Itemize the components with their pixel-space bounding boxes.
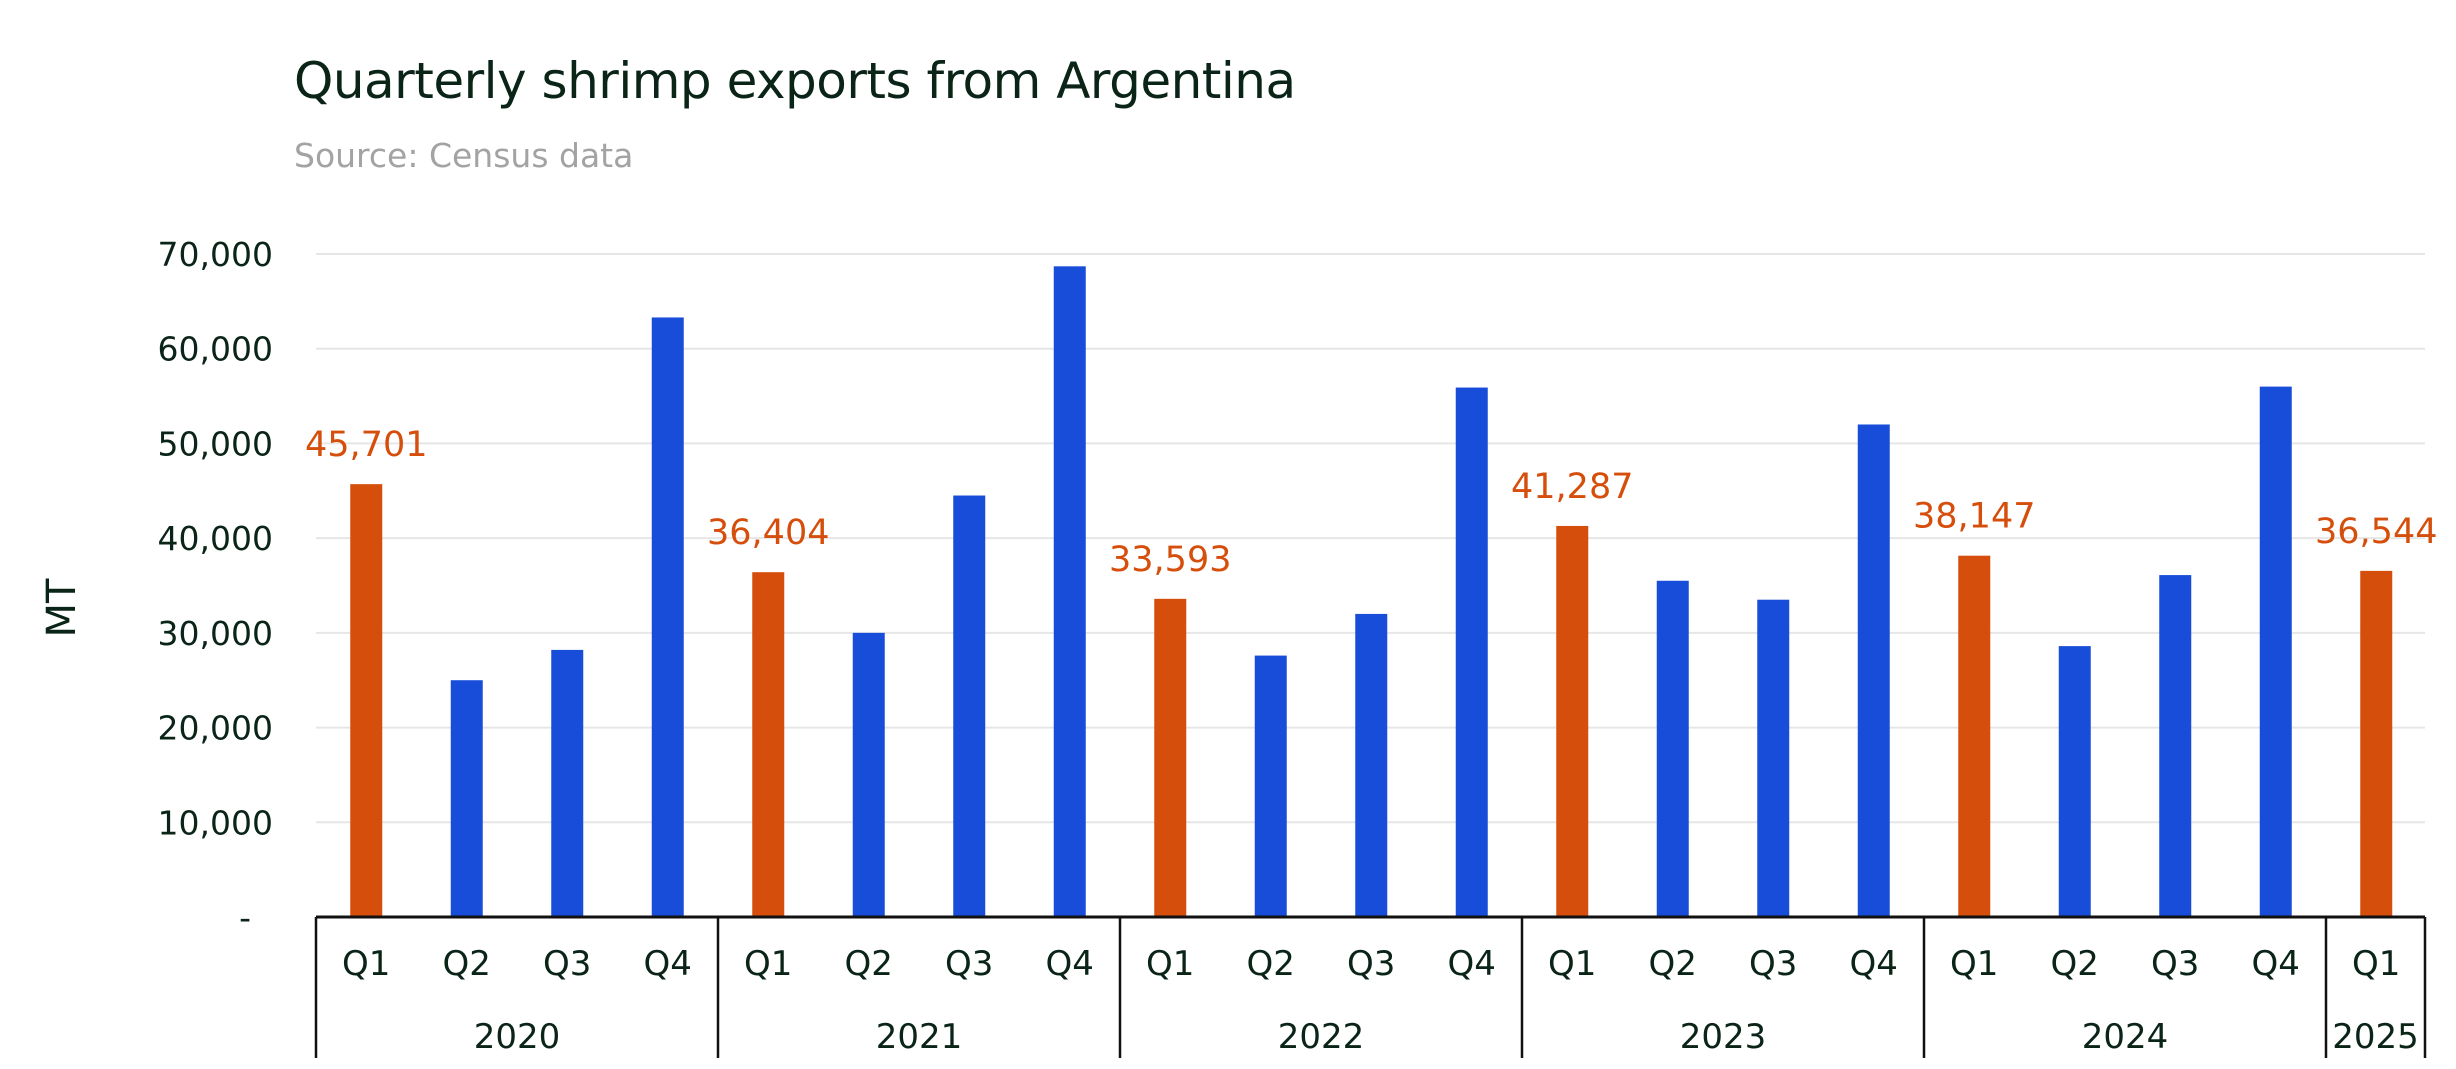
y-tick-label: - <box>239 898 251 937</box>
bar <box>1154 598 1187 917</box>
x-tick-label: Q4 <box>1046 944 1094 984</box>
x-tick-label: Q2 <box>443 944 491 984</box>
y-tick-label: 60,000 <box>158 330 273 369</box>
bar <box>651 317 684 917</box>
x-tick-label: Q3 <box>2151 944 2199 984</box>
x-tick-label: Q3 <box>1347 944 1395 984</box>
x-tick-label: Q3 <box>1749 944 1797 984</box>
bar <box>1656 580 1689 917</box>
bar <box>551 649 584 917</box>
x-tick-label: Q2 <box>1649 944 1697 984</box>
bar <box>1958 555 1991 917</box>
x-tick-label: Q1 <box>1950 944 1998 984</box>
bar <box>2058 646 2091 917</box>
y-tick-label: 20,000 <box>158 709 273 748</box>
bar <box>1556 525 1589 917</box>
x-tick-label: Q3 <box>543 944 591 984</box>
data-label: 38,147 <box>1913 497 2035 537</box>
bar <box>350 484 383 917</box>
x-tick-label: Q4 <box>1448 944 1496 984</box>
x-tick-label: Q4 <box>2252 944 2300 984</box>
bar <box>1857 424 1890 917</box>
chart-title: Quarterly shrimp exports from Argentina <box>294 52 1296 110</box>
x-tick-label: Q1 <box>744 944 792 984</box>
data-label: 36,544 <box>2315 512 2437 552</box>
x-tick-label: Q3 <box>945 944 993 984</box>
y-tick-label: 50,000 <box>158 424 273 463</box>
bar <box>450 680 483 917</box>
x-axis: Q1 Q2 Q3 Q4 2020 Q1 Q2 Q3 Q4 2021 Q1 Q2 Q3 Q4 2022 Q1 Q2… <box>314 915 2427 1058</box>
x-tick-label: Q1 <box>1548 944 1596 984</box>
data-labels: 45,701 36,404 33,593 41,287 38,147 36,544 <box>305 425 2437 580</box>
x-tick-label: Q1 <box>2352 944 2400 984</box>
bar <box>1455 387 1488 918</box>
x-tick-label: Q1 <box>342 944 390 984</box>
x-tick-label: Q4 <box>1850 944 1898 984</box>
data-label: 36,404 <box>707 513 829 553</box>
bar <box>2159 575 2192 917</box>
data-label: 41,287 <box>1511 467 1633 507</box>
x-group-label: 2025 <box>2332 1017 2419 1057</box>
bar <box>2259 386 2292 918</box>
bar <box>2360 570 2393 917</box>
x-tick-label: Q2 <box>2051 944 2099 984</box>
bar <box>953 495 986 917</box>
bar <box>852 632 885 917</box>
y-axis-label: MT <box>39 578 85 638</box>
data-label: 33,593 <box>1109 540 1231 580</box>
y-tick-label: 40,000 <box>158 519 273 558</box>
x-group-label: 2021 <box>876 1017 963 1057</box>
x-tick-label: Q2 <box>845 944 893 984</box>
chart-subtitle: Source: Census data <box>294 136 634 175</box>
bar <box>1355 613 1388 917</box>
x-tick-label: Q4 <box>644 944 692 984</box>
x-group-label: 2023 <box>1680 1017 1767 1057</box>
y-axis-ticks: - 10,000 20,000 30,000 40,000 50,000 60,000 70,… <box>158 235 273 937</box>
bars <box>350 266 2393 918</box>
bar <box>1254 655 1287 917</box>
x-tick-label: Q1 <box>1146 944 1194 984</box>
bar <box>1053 266 1086 917</box>
x-group-label: 2024 <box>2082 1017 2169 1057</box>
x-group-label: 2022 <box>1278 1017 1365 1057</box>
y-tick-label: 70,000 <box>158 235 273 274</box>
x-group-label: 2020 <box>474 1017 561 1057</box>
data-label: 45,701 <box>305 425 427 465</box>
bar <box>1757 599 1790 917</box>
y-tick-label: 30,000 <box>158 614 273 653</box>
bar <box>752 572 785 917</box>
y-tick-label: 10,000 <box>158 803 273 842</box>
x-tick-label: Q2 <box>1247 944 1295 984</box>
